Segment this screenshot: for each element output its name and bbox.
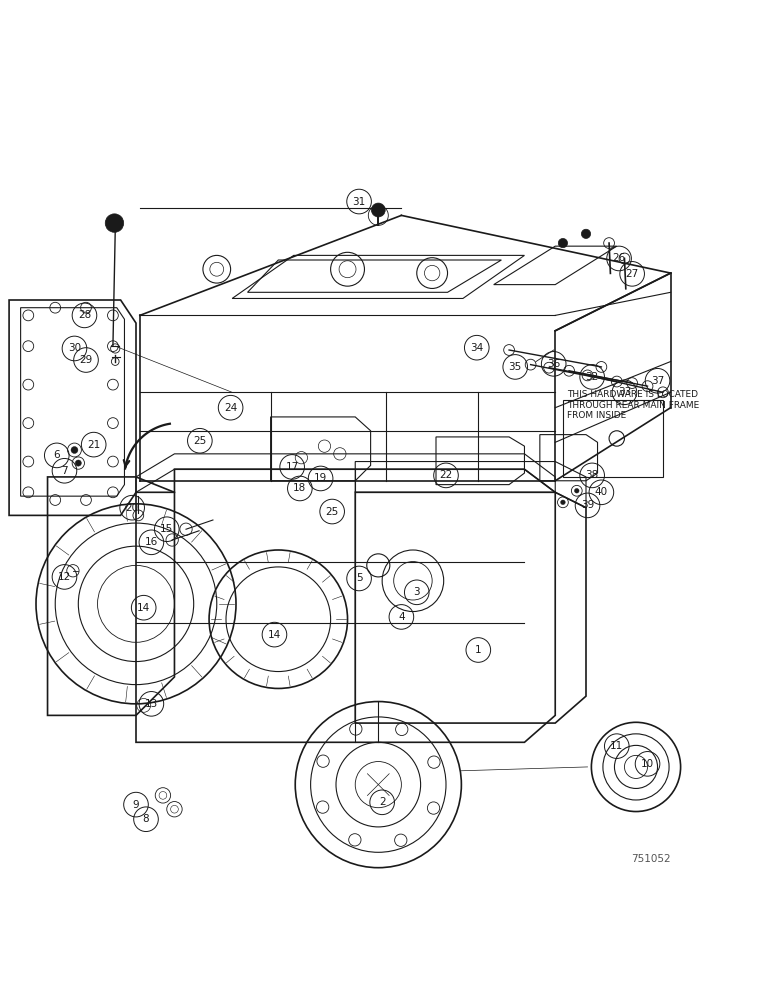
Text: 11: 11: [610, 741, 624, 751]
Circle shape: [560, 500, 565, 505]
Circle shape: [558, 238, 567, 248]
Text: THIS HARDWARE IS LOCATED
THROUGH REAR MAIN FRAME
FROM INSIDE: THIS HARDWARE IS LOCATED THROUGH REAR MA…: [567, 390, 699, 420]
Text: 16: 16: [145, 537, 158, 547]
Text: 4: 4: [398, 612, 405, 622]
Text: 15: 15: [160, 524, 174, 534]
Circle shape: [574, 488, 579, 493]
Text: 40: 40: [594, 487, 608, 497]
Circle shape: [581, 229, 591, 238]
Text: 7: 7: [61, 466, 68, 476]
Text: 34: 34: [470, 343, 483, 353]
Text: 22: 22: [439, 470, 452, 480]
Text: 9: 9: [133, 800, 139, 810]
Text: 14: 14: [268, 630, 281, 640]
Text: 39: 39: [581, 500, 594, 510]
Text: 5: 5: [356, 573, 362, 583]
Text: 751052: 751052: [631, 854, 671, 864]
Text: 21: 21: [87, 440, 100, 450]
Text: 30: 30: [68, 343, 81, 353]
Text: 6: 6: [53, 450, 60, 460]
Text: 12: 12: [58, 572, 71, 582]
Circle shape: [371, 203, 385, 217]
Text: 1: 1: [475, 645, 482, 655]
Text: 10: 10: [641, 759, 654, 769]
Text: 35: 35: [509, 362, 522, 372]
Circle shape: [105, 214, 124, 232]
Text: 25: 25: [193, 436, 206, 446]
Text: 17: 17: [286, 462, 299, 472]
Text: 8: 8: [143, 814, 149, 824]
Text: 18: 18: [293, 483, 306, 493]
Circle shape: [75, 460, 81, 466]
Text: 3: 3: [414, 587, 420, 597]
Text: 28: 28: [78, 310, 91, 320]
Text: 2: 2: [379, 797, 385, 807]
Text: 14: 14: [137, 603, 151, 613]
Text: 31: 31: [353, 197, 366, 207]
Text: 26: 26: [612, 253, 625, 263]
Text: 32: 32: [585, 372, 599, 382]
Text: 36: 36: [547, 359, 560, 369]
Circle shape: [111, 358, 119, 365]
Text: 19: 19: [314, 473, 327, 483]
Text: 25: 25: [326, 507, 339, 517]
Text: 24: 24: [224, 403, 237, 413]
Text: 37: 37: [651, 376, 664, 386]
Text: 13: 13: [145, 699, 158, 709]
Text: 20: 20: [126, 503, 139, 513]
Text: 33: 33: [618, 387, 631, 397]
Text: 27: 27: [625, 269, 638, 279]
Text: 38: 38: [585, 470, 599, 480]
Text: 29: 29: [80, 355, 93, 365]
Circle shape: [71, 447, 78, 453]
